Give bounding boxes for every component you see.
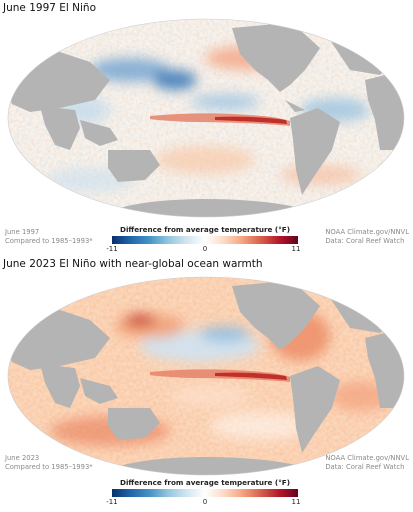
legend-ticks: -11 0 11 (106, 244, 301, 254)
credit-block: NOAA Climate.gov/NNVL Data: Coral Reef W… (325, 228, 409, 246)
date-text: June 2023 (5, 454, 40, 462)
legend-colorbar (112, 236, 298, 244)
legend-title: Difference from average temperature (°F) (120, 225, 290, 234)
credit-text: NOAA Climate.gov/NNVL (325, 454, 409, 462)
legend-tick-max: 11 (291, 498, 301, 506)
legend-tick-min: -11 (106, 245, 118, 253)
baseline-text: Compared to 1985–1993* (5, 463, 93, 471)
date-text: June 1997 (5, 228, 40, 236)
credit-block: NOAA Climate.gov/NNVL Data: Coral Reef W… (325, 454, 409, 472)
legend-tick-min: -11 (106, 498, 118, 506)
legend-ticks: -11 0 11 (106, 497, 301, 507)
source-text: Data: Coral Reef Watch (325, 463, 405, 471)
legend-tick-max: 11 (291, 245, 301, 253)
color-legend: Difference from average temperature (°F)… (106, 478, 301, 507)
source-text: Data: Coral Reef Watch (325, 237, 405, 245)
baseline-text: Compared to 1985–1993* (5, 237, 93, 245)
panel-title: June 2023 El Niño with near-global ocean… (3, 258, 263, 270)
color-legend: Difference from average temperature (°F)… (106, 225, 301, 254)
map-panel-2023: June 2023 El Niño with near-global ocean… (0, 256, 413, 512)
legend-title: Difference from average temperature (°F) (120, 478, 290, 487)
legend-tick-mid: 0 (202, 245, 208, 253)
panel-title: June 1997 El Niño (3, 2, 97, 14)
legend-colorbar (112, 489, 298, 497)
credit-text: NOAA Climate.gov/NNVL (325, 228, 409, 236)
anomaly-map-1997 (7, 18, 405, 218)
map-panel-1997: June 1997 El Niño (3, 2, 409, 254)
anomaly-map-2023 (7, 276, 405, 476)
legend-tick-mid: 0 (202, 498, 208, 506)
date-label: June 1997 Compared to 1985–1993* (5, 228, 93, 246)
date-label: June 2023 Compared to 1985–1993* (5, 454, 93, 472)
